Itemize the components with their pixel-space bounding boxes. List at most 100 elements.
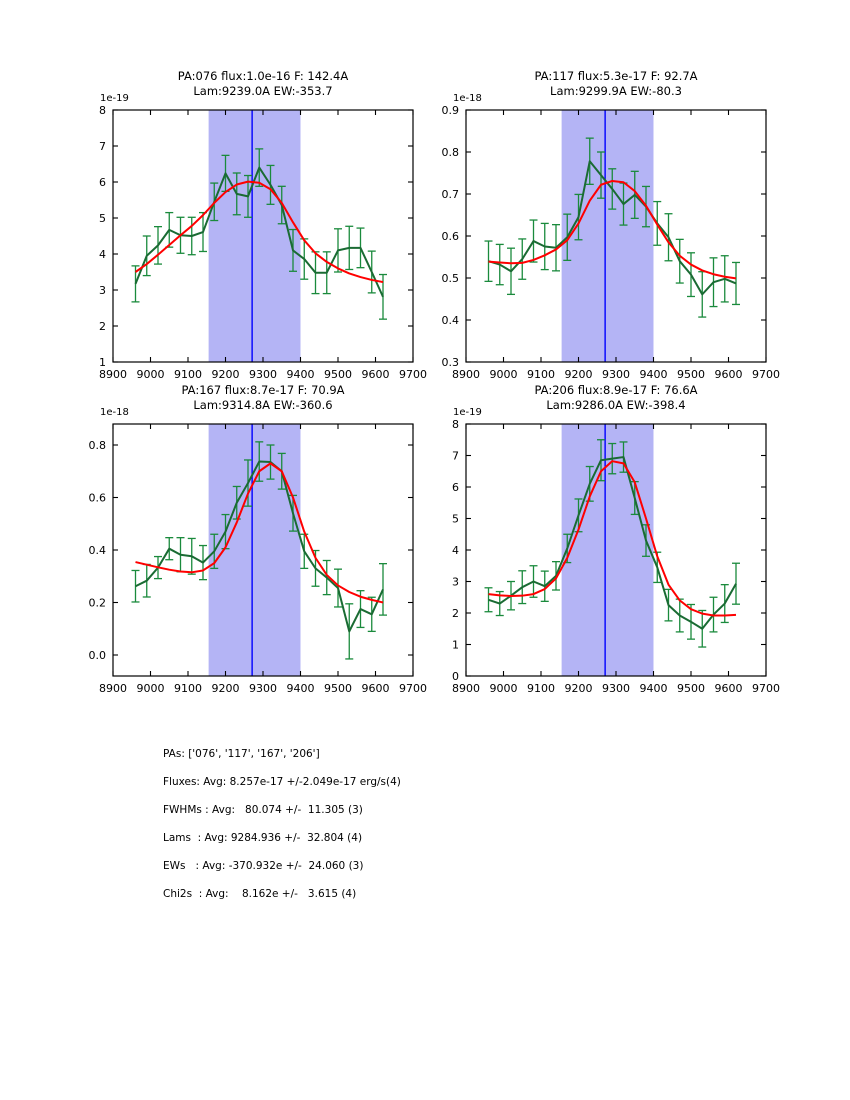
y-axis-exponent-167: 1e-18 xyxy=(100,407,129,418)
y-tick-label: 0.3 xyxy=(442,356,460,369)
y-axis-exponent-117: 1e-18 xyxy=(453,93,482,104)
x-tick-label: 9500 xyxy=(677,682,705,695)
panel-title-line1: PA:167 flux:8.7e-17 F: 70.9A xyxy=(181,383,345,397)
x-tick-label: 9500 xyxy=(324,368,352,381)
x-tick-label: 9200 xyxy=(212,368,240,381)
x-tick-label: 9600 xyxy=(362,368,390,381)
y-tick-label: 0.8 xyxy=(442,146,460,159)
y-tick-label: 3 xyxy=(99,284,106,297)
x-tick-label: 9300 xyxy=(249,682,277,695)
y-tick-label: 0 xyxy=(452,670,459,683)
y-tick-label: 0.6 xyxy=(442,230,460,243)
summary-line-4: EWs : Avg: -370.932e +/- 24.060 (3) xyxy=(163,860,364,872)
x-tick-label: 9100 xyxy=(174,682,202,695)
summary-line-1: Fluxes: Avg: 8.257e-17 +/-2.049e-17 erg/… xyxy=(163,776,401,788)
panel-title-206: PA:206 flux:8.9e-17 F: 76.6A Lam:9286.0A … xyxy=(406,383,826,413)
panel-title-line1: PA:206 flux:8.9e-17 F: 76.6A xyxy=(534,383,698,397)
spectrum-plot-076: 8900 9000 9100 9200 9300 9400 9500 9600 9700 1 2 3 4… xyxy=(99,104,427,381)
y-tick-label: 6 xyxy=(452,481,459,494)
summary-line-2: FWHMs : Avg: 80.074 +/- 11.305 (3) xyxy=(163,804,363,816)
x-tick-label: 9200 xyxy=(565,368,593,381)
x-tick-label: 9300 xyxy=(602,368,630,381)
x-tick-label: 9000 xyxy=(490,682,518,695)
panel-title-line2: Lam:9239.0A EW:-353.7 xyxy=(193,84,333,98)
summary-block: PAs: ['076', '117', '167', '206'] Fluxes:… xyxy=(163,740,563,908)
y-tick-label: 1 xyxy=(99,356,106,369)
y-tick-label: 0.7 xyxy=(442,188,460,201)
x-tick-label: 9500 xyxy=(324,682,352,695)
y-tick-label: 0.8 xyxy=(89,439,107,452)
x-tick-label: 9100 xyxy=(527,368,555,381)
y-tick-label: 8 xyxy=(452,418,459,431)
x-tick-label: 9300 xyxy=(249,368,277,381)
observed-spectrum-line-076 xyxy=(134,166,384,298)
panel-title-line2: Lam:9299.9A EW:-80.3 xyxy=(550,84,682,98)
measurement-band-117 xyxy=(561,110,654,362)
plot-area-167 xyxy=(131,424,387,676)
y-tick-label: 0.4 xyxy=(442,314,460,327)
y-tick-label: 5 xyxy=(99,212,106,225)
x-tick-label: 9400 xyxy=(287,682,315,695)
x-tick-label: 9700 xyxy=(399,682,427,695)
panel-title-line1: PA:117 flux:5.3e-17 F: 92.7A xyxy=(534,69,698,83)
y-tick-label: 0.5 xyxy=(442,272,460,285)
observed-spectrum-line-167 xyxy=(135,460,384,633)
measurement-band-206 xyxy=(561,424,654,676)
y-tick-label: 1 xyxy=(452,639,459,652)
x-tick-label: 9600 xyxy=(715,682,743,695)
model-fit-line-117 xyxy=(488,179,737,280)
plot-area-206 xyxy=(484,424,740,676)
x-tick-label: 9400 xyxy=(640,682,668,695)
x-tick-label: 9600 xyxy=(362,682,390,695)
y-tick-label: 0.6 xyxy=(89,492,107,505)
panel-title-167: PA:167 flux:8.7e-17 F: 70.9A Lam:9314.8A … xyxy=(53,383,473,413)
y-tick-label: 7 xyxy=(99,140,106,153)
y-tick-label: 5 xyxy=(452,513,459,526)
x-tick-label: 9700 xyxy=(752,682,780,695)
model-fit-line-206 xyxy=(488,460,737,617)
y-tick-label: 4 xyxy=(452,544,459,557)
x-tick-label: 9600 xyxy=(715,368,743,381)
spectrum-plot-167: 8900 9000 9100 9200 9300 9400 9500 9600 9700 0.0 0… xyxy=(89,423,427,695)
x-tick-label: 9400 xyxy=(640,368,668,381)
x-tick-label: 9300 xyxy=(602,682,630,695)
panel-title-117: PA:117 flux:5.3e-17 F: 92.7A Lam:9299.9A … xyxy=(406,69,826,99)
x-tick-label: 9400 xyxy=(287,368,315,381)
y-tick-label: 2 xyxy=(99,320,106,333)
x-tick-label: 8900 xyxy=(99,368,127,381)
panel-title-line1: PA:076 flux:1.0e-16 F: 142.4A xyxy=(177,69,349,83)
y-tick-label: 4 xyxy=(99,248,106,261)
y-tick-label: 0.2 xyxy=(89,597,107,610)
observed-spectrum-line-117 xyxy=(488,160,737,296)
plot-area-117 xyxy=(484,110,740,362)
panel-title-076: PA:076 flux:1.0e-16 F: 142.4A Lam:9239.0A… xyxy=(53,69,473,99)
x-tick-label: 9000 xyxy=(137,682,165,695)
x-tick-label: 9700 xyxy=(752,368,780,381)
x-tick-label: 9200 xyxy=(565,682,593,695)
y-tick-label: 0.4 xyxy=(89,544,107,557)
summary-line-0: PAs: ['076', '117', '167', '206'] xyxy=(163,748,320,760)
x-tick-label: 9700 xyxy=(399,368,427,381)
observed-spectrum-line-206 xyxy=(488,456,737,630)
plot-area-076 xyxy=(131,110,387,362)
x-tick-label: 9100 xyxy=(527,682,555,695)
x-tick-label: 9200 xyxy=(212,682,240,695)
y-tick-label: 3 xyxy=(452,576,459,589)
x-tick-label: 9500 xyxy=(677,368,705,381)
y-axis-exponent-206: 1e-19 xyxy=(453,407,482,418)
x-tick-label: 8900 xyxy=(452,368,480,381)
summary-line-5: Chi2s : Avg: 8.162e +/- 3.615 (4) xyxy=(163,888,357,900)
y-tick-label: 7 xyxy=(452,450,459,463)
y-tick-label: 0.0 xyxy=(89,649,107,662)
model-fit-line-167 xyxy=(135,462,384,604)
y-tick-label: 2 xyxy=(452,607,459,620)
summary-line-3: Lams : Avg: 9284.936 +/- 32.804 (4) xyxy=(163,832,363,844)
x-tick-label: 8900 xyxy=(99,682,127,695)
x-tick-label: 9100 xyxy=(174,368,202,381)
spectrum-plot-206: 8900 9000 9100 9200 9300 9400 9500 9600 9700 0 1 2 3… xyxy=(452,418,780,695)
spectrum-plot-117: 8900 9000 9100 9200 9300 9400 9500 9600 9700 0.3 0… xyxy=(442,104,781,381)
x-tick-label: 9000 xyxy=(137,368,165,381)
x-tick-label: 8900 xyxy=(452,682,480,695)
y-tick-label: 6 xyxy=(99,176,106,189)
